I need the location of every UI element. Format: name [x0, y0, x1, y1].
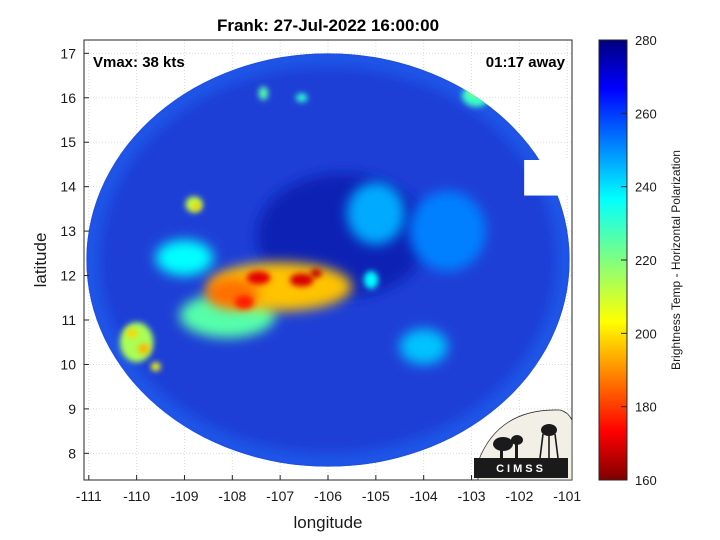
y-tick-label: 14	[60, 179, 76, 195]
colorbar-tick-label: 240	[635, 180, 657, 195]
x-tick-label: -111	[76, 488, 102, 504]
x-tick-label: -108	[218, 488, 246, 504]
brightness-temp-feature	[119, 322, 154, 363]
x-tick-label: -102	[505, 488, 533, 504]
timing-label: 01:17 away	[486, 54, 566, 71]
swath-edge-notch	[524, 160, 572, 196]
y-tick-label: 13	[60, 223, 76, 239]
colorbar-tick-label: 180	[635, 400, 657, 415]
x-tick-label: -106	[314, 488, 342, 504]
brightness-temp-feature	[289, 273, 314, 287]
y-tick-label: 11	[61, 312, 76, 328]
x-tick-label: -103	[458, 488, 486, 504]
brightness-temp-feature	[138, 343, 150, 355]
y-axis-ticks: 8 9 10 11 12 13 14 15 16 17	[60, 45, 89, 461]
brightness-temp-feature	[258, 86, 269, 101]
brightness-temp-feature	[155, 240, 214, 276]
x-tick-label: -107	[266, 488, 294, 504]
colorbar-tick-label: 220	[635, 253, 657, 268]
x-axis-label: longitude	[293, 513, 362, 532]
colorbar-tick-label: 280	[635, 33, 657, 48]
y-axis-label: latitude	[31, 233, 50, 288]
colorbar-tick-label: 160	[635, 473, 657, 488]
brightness-temp-feature	[192, 203, 201, 211]
brightness-temp-feature	[234, 295, 254, 309]
x-tick-label: -104	[410, 488, 438, 504]
x-tick-label: -109	[170, 488, 198, 504]
brightness-temp-feature	[409, 191, 486, 272]
y-tick-label: 10	[60, 356, 76, 372]
x-tick-label: -105	[362, 488, 390, 504]
x-tick-label: -110	[123, 488, 150, 504]
brightness-temp-feature	[150, 362, 161, 372]
colorbar-tick-label: 260	[635, 106, 657, 121]
figure-title: Frank: 27-Jul-2022 16:00:00	[217, 16, 439, 35]
y-tick-label: 12	[60, 268, 76, 284]
x-tick-label: -101	[553, 488, 581, 504]
y-tick-label: 17	[60, 45, 76, 61]
brightness-temp-features	[119, 84, 491, 372]
swath-image	[86, 53, 572, 467]
brightness-temp-feature	[126, 328, 138, 338]
colorbar-ticks: 160 180 200 220 240 260 280	[621, 33, 657, 488]
y-tick-label: 16	[60, 90, 76, 106]
brightness-temp-feature	[347, 182, 405, 245]
y-tick-label: 8	[68, 445, 76, 461]
y-tick-label: 15	[60, 134, 76, 150]
colorbar-label: Brightness Temp - Horizontal Polarizatio…	[669, 150, 683, 370]
y-tick-label: 9	[68, 401, 76, 417]
brightness-temp-feature	[295, 93, 308, 103]
swath-outer-band	[86, 53, 570, 467]
brightness-temp-feature	[399, 328, 448, 365]
brightness-temp-feature	[363, 271, 379, 289]
x-axis-ticks: -111 -110 -109 -108 -107 -106 -105 -104 -103 -102…	[76, 475, 581, 504]
vmax-label: Vmax: 38 kts	[93, 54, 185, 71]
brightness-temp-feature	[310, 268, 322, 278]
logo-text: CIMSS	[496, 463, 546, 475]
colorbar-tick-label: 200	[635, 326, 657, 341]
cimss-logo: CIMSS	[474, 409, 573, 481]
brightness-temp-feature	[246, 271, 271, 285]
